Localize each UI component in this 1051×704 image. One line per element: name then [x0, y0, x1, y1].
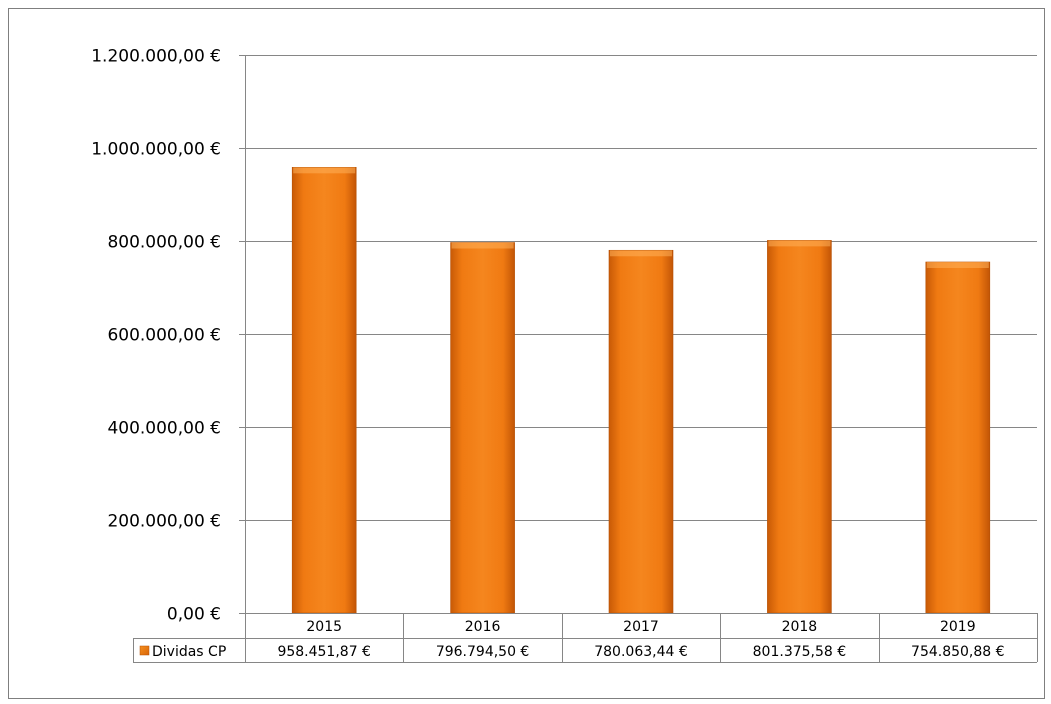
bar-2019: [925, 261, 991, 614]
bar-top-highlight: [451, 242, 514, 249]
legend-label: Dividas CP: [152, 644, 226, 660]
y-tick-label: 1.000.000,00 €: [91, 140, 221, 160]
data-label: 801.375,58 €: [753, 644, 847, 660]
y-tick-label: 800.000,00 €: [107, 233, 221, 253]
data-label: 958.451,87 €: [277, 644, 371, 660]
y-tick-label: 200.000,00 €: [107, 512, 221, 532]
bar-top-highlight: [610, 250, 672, 257]
axes: [245, 55, 1037, 662]
y-tick-label: 400.000,00 €: [107, 419, 221, 439]
bar-top-highlight: [768, 240, 831, 247]
y-tick-label: 1.200.000,00 €: [91, 47, 221, 67]
bar: [450, 242, 515, 614]
y-tick-label: 600.000,00 €: [107, 326, 221, 346]
bar: [767, 240, 832, 614]
bar: [291, 167, 357, 614]
bar: [608, 249, 674, 614]
legend-swatch: [139, 645, 150, 656]
data-table: 2015 958.451,87 € 2016 796.794,50 € 2017 780.…: [133, 613, 1038, 663]
data-label: 796.794,50 €: [436, 644, 530, 660]
bar-top-highlight: [293, 167, 356, 174]
x-tick-label: 2015: [306, 619, 342, 635]
bar-2016: [450, 242, 515, 614]
x-tick-label: 2016: [465, 619, 501, 635]
bar-2017: [608, 249, 674, 614]
y-axis-tick-labels: 0,00 € 200.000,00 € 400.000,00 € 600.000,00…: [91, 47, 245, 625]
data-label: 780.063,44 €: [594, 644, 688, 660]
bar-2015: [291, 167, 357, 614]
bar-top-highlight: [926, 261, 989, 268]
y-tick-label: 0,00 €: [167, 605, 221, 625]
legend-entry: Dividas CP: [139, 644, 226, 660]
bar: [925, 261, 991, 614]
bars: [291, 167, 991, 614]
x-tick-label: 2018: [782, 619, 818, 635]
bar-2018: [767, 240, 832, 614]
x-tick-label: 2019: [940, 619, 976, 635]
chart-border: [8, 8, 1045, 699]
data-label: 754.850,88 €: [911, 644, 1005, 660]
x-tick-label: 2017: [623, 619, 659, 635]
